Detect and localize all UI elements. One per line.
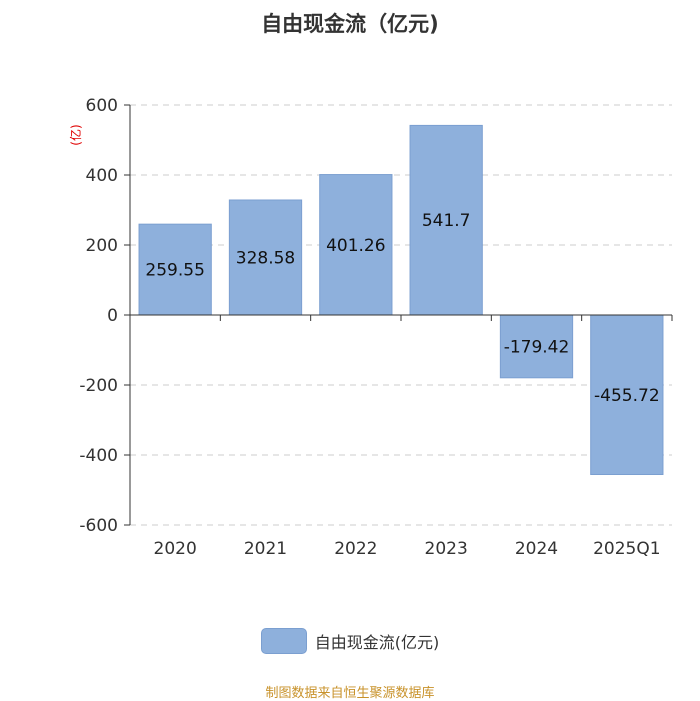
data-label: 259.55 bbox=[145, 261, 204, 281]
data-label: 328.58 bbox=[236, 248, 295, 268]
x-tick-label: 2023 bbox=[425, 539, 468, 559]
x-tick-label: 2022 bbox=[334, 539, 377, 559]
legend-label: 自由现金流(亿元) bbox=[314, 633, 440, 652]
bar-chart: 600 400 200 0 -200 -400 -600 2020 2021 2022 2023 20… bbox=[68, 96, 673, 559]
y-tick-label: -600 bbox=[79, 516, 118, 536]
data-label: 541.7 bbox=[422, 211, 471, 231]
bar bbox=[228, 199, 303, 316]
y-axis-label: (亿) bbox=[68, 124, 83, 145]
bar bbox=[590, 314, 664, 476]
grid-lines bbox=[130, 104, 672, 526]
chart-title: 自由现金流（亿元) bbox=[261, 12, 439, 36]
y-tick-label: 0 bbox=[107, 306, 118, 326]
source-note: 制图数据来自恒生聚源数据库 bbox=[265, 686, 435, 701]
bar bbox=[409, 124, 483, 316]
y-tick-label: -400 bbox=[79, 446, 118, 466]
y-tick-label: -200 bbox=[79, 376, 118, 396]
data-label: 401.26 bbox=[326, 236, 385, 256]
data-label: -455.72 bbox=[594, 386, 660, 406]
axes: 600 400 200 0 -200 -400 -600 2020 2021 2022 2023 20… bbox=[79, 96, 673, 559]
data-label: -179.42 bbox=[504, 337, 570, 357]
y-tick-label: 600 bbox=[86, 96, 118, 116]
x-tick-label: 2020 bbox=[154, 539, 197, 559]
x-tick-label: 2025Q1 bbox=[593, 539, 660, 559]
x-tick-label: 2024 bbox=[515, 539, 558, 559]
bar bbox=[319, 174, 393, 316]
legend: 自由现金流(亿元) bbox=[0, 628, 700, 654]
data-labels: 259.55 328.58 401.26 541.7 -179.42 -455.72 bbox=[145, 211, 659, 406]
y-tick-label: 200 bbox=[86, 236, 118, 256]
bar bbox=[499, 314, 574, 379]
bars bbox=[138, 124, 664, 476]
y-tick-label: 400 bbox=[86, 166, 118, 186]
x-tick-label: 2021 bbox=[244, 539, 287, 559]
legend-swatch bbox=[260, 628, 307, 654]
